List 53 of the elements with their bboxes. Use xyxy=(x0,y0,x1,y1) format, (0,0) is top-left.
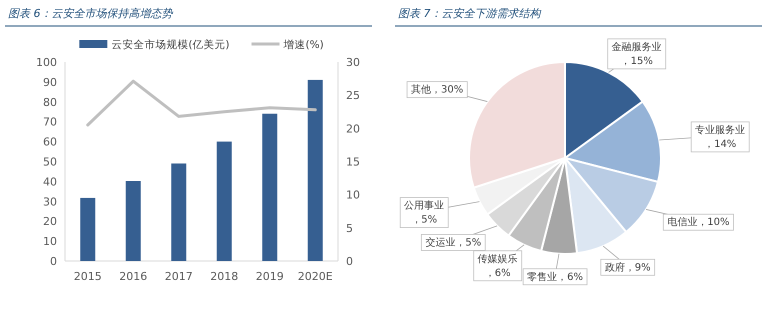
x-tick-label: 2019 xyxy=(256,270,284,283)
y-tick-label: 30 xyxy=(43,195,57,208)
slice-label: 专业服务业 xyxy=(695,124,746,136)
y-tick-label: 70 xyxy=(43,116,57,129)
y2-tick-label: 0 xyxy=(346,255,353,268)
x-tick-label: 2017 xyxy=(164,270,193,283)
x-tick-label: 2016 xyxy=(119,270,148,283)
legend-label: 增速(%) xyxy=(282,38,324,51)
bar xyxy=(262,114,278,261)
x-tick-label: 2015 xyxy=(74,270,102,283)
y2-tick-label: 25 xyxy=(346,89,360,102)
bar xyxy=(308,80,323,261)
y-tick-label: 40 xyxy=(43,175,57,188)
slice-label: 传媒娱乐 xyxy=(478,252,518,265)
slice-label: 电信业 xyxy=(667,216,698,228)
line-series xyxy=(86,80,317,127)
y2-tick-label: 5 xyxy=(346,222,353,235)
slice-label: 交运业 xyxy=(425,236,456,248)
slice-label: 政府 xyxy=(604,261,625,274)
bar xyxy=(126,181,141,261)
data-label: ，6% xyxy=(557,272,584,283)
data-label: ，30% xyxy=(431,84,464,96)
data-label: ，9% xyxy=(624,262,651,274)
y-tick-label: 0 xyxy=(50,255,57,268)
y-tick-label: 90 xyxy=(43,76,57,89)
legend-label: 云安全市场规模(亿美元) xyxy=(111,38,230,51)
data-label: ，5% xyxy=(411,214,438,226)
y2-tick-label: 30 xyxy=(346,56,360,69)
data-label: ，6% xyxy=(484,268,511,279)
bar xyxy=(171,163,186,261)
y-tick-label: 20 xyxy=(43,215,57,228)
data-label: ，15% xyxy=(620,56,653,67)
slice-label: 零售业 xyxy=(527,270,558,283)
chart-title: 图表 6：云安全市场保持高增态势 xyxy=(8,7,174,20)
data-label: ，14% xyxy=(704,138,736,150)
bar xyxy=(216,142,232,261)
y-tick-label: 80 xyxy=(43,96,57,109)
y2-tick-label: 20 xyxy=(346,122,360,136)
y-tick-label: 100 xyxy=(36,56,57,69)
data-label: ，5% xyxy=(455,237,482,248)
y2-tick-label: 10 xyxy=(346,188,360,202)
data-label: ，10% xyxy=(697,217,730,228)
chart-title: 图表 7：云安全下游需求结构 xyxy=(398,7,542,20)
x-tick-label: 2018 xyxy=(210,270,238,283)
x-tick-label: 2020E xyxy=(298,270,333,283)
y-tick-label: 60 xyxy=(43,136,57,149)
slice-label: 其他 xyxy=(411,84,432,96)
bar xyxy=(80,198,96,261)
slice-label: 金融服务业 xyxy=(612,40,662,53)
y-tick-label: 50 xyxy=(43,156,57,168)
y2-tick-label: 15 xyxy=(346,156,360,168)
slice-label: 公用事业 xyxy=(404,200,444,212)
y-tick-label: 10 xyxy=(43,235,57,248)
